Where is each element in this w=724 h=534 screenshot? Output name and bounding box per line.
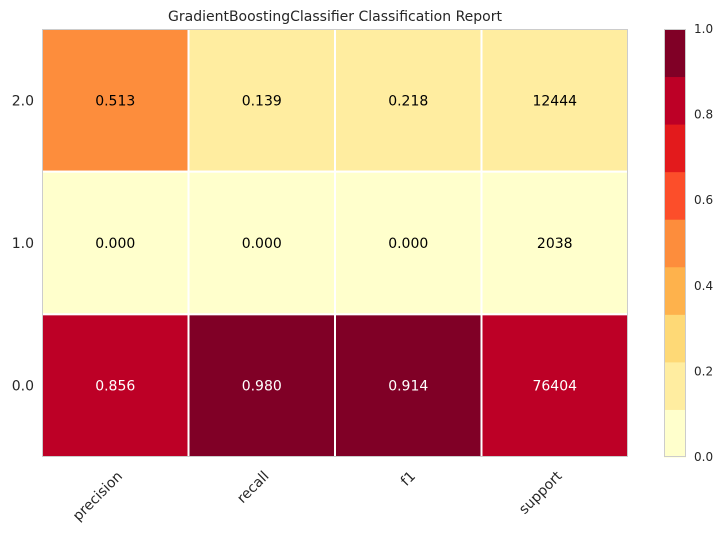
cell-value-label: 12444 <box>532 93 577 109</box>
x-tick-label: precision <box>70 468 126 524</box>
colorbar-segment <box>664 171 686 220</box>
colorbar-tick-label: 0.2 <box>694 364 713 378</box>
colorbar: 0.0 0.2 0.4 0.6 0.8 1.0 <box>664 22 713 464</box>
y-axis-tick-labels: 2.0 1.0 0.0 <box>12 93 34 394</box>
colorbar-tick-label: 0.4 <box>694 279 713 293</box>
cell-value-label: 0.000 <box>95 236 135 252</box>
colorbar-segment <box>664 409 686 458</box>
y-tick-label: 2.0 <box>12 93 34 109</box>
colorbar-segment <box>664 29 686 78</box>
colorbar-segment <box>664 219 686 268</box>
heatmap-cell <box>187 313 336 459</box>
cell-value-label: 0.000 <box>388 236 428 252</box>
cell-value-label: 76404 <box>532 379 577 395</box>
colorbar-tick-label: 0.6 <box>694 193 713 207</box>
colorbar-tick-label: 0.8 <box>694 108 713 122</box>
y-tick-label: 1.0 <box>12 236 34 252</box>
colorbar-tick-label: 0.0 <box>694 450 713 464</box>
heatmap-cell <box>480 313 629 459</box>
colorbar-segment <box>664 314 686 363</box>
colorbar-segment <box>664 76 686 125</box>
cell-value-label: 0.856 <box>95 379 135 395</box>
heatmap-cell <box>480 170 629 316</box>
cell-value-label: 0.914 <box>388 379 428 395</box>
colorbar-segment <box>664 124 686 173</box>
cell-value-label: 2038 <box>537 236 573 252</box>
cell-value-label: 0.139 <box>242 93 282 109</box>
heatmap-grid: 0.513 0.139 0.218 12444 0.000 0.000 0.000 2038 0… <box>41 28 629 459</box>
cell-value-label: 0.218 <box>388 93 428 109</box>
x-axis-tick-labels: precision recall f1 support <box>70 468 566 524</box>
colorbar-frame <box>664 29 686 457</box>
heatmap-cell <box>187 170 336 316</box>
chart-title: GradientBoostingClassifier Classificatio… <box>168 9 502 25</box>
cell-value-label: 0.000 <box>242 236 282 252</box>
plot-frame <box>42 29 628 457</box>
colorbar-tick-label: 1.0 <box>694 22 713 36</box>
y-tick-label: 0.0 <box>12 379 34 395</box>
x-tick-label: recall <box>234 468 272 506</box>
heatmap-cell <box>187 28 336 173</box>
x-tick-label: f1 <box>398 468 419 489</box>
cell-value-label: 0.980 <box>242 379 282 395</box>
cell-value-label: 0.513 <box>95 93 135 109</box>
heatmap-cell <box>480 28 629 173</box>
heatmap-cell <box>41 28 190 173</box>
x-tick-label: support <box>516 468 566 518</box>
colorbar-segment <box>664 266 686 315</box>
colorbar-segment <box>664 361 686 410</box>
